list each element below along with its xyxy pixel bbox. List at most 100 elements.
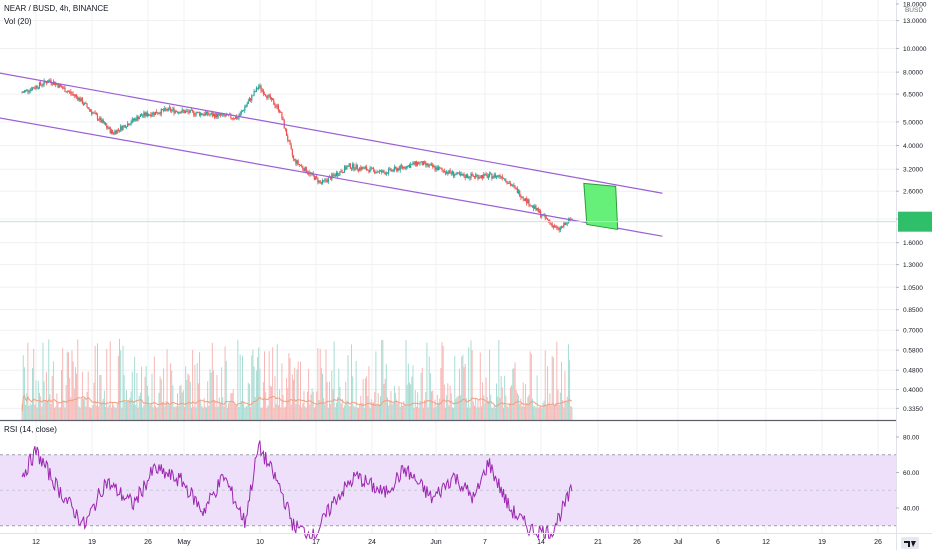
volume-bar (370, 399, 372, 420)
volume-bar (320, 367, 322, 420)
volume-bar (324, 404, 326, 420)
candle-body (43, 80, 45, 85)
candle-body (374, 169, 376, 174)
candle-body (207, 111, 209, 115)
candle-body (163, 110, 165, 111)
candle-body (404, 166, 406, 169)
candles[interactable] (21, 78, 573, 233)
rsi-axis[interactable]: 80.00 60.00 40.00 (896, 435, 920, 513)
candle-body (488, 173, 491, 177)
volume-bar (454, 355, 456, 420)
candle-body (520, 196, 522, 198)
candle-body (62, 87, 64, 89)
volume-bar (550, 405, 552, 420)
candle-body (371, 167, 373, 169)
candle-body (399, 165, 401, 171)
volume-bar (367, 396, 369, 420)
candle-body (463, 174, 465, 177)
volume-bar (434, 399, 436, 420)
volume-bar (325, 349, 327, 420)
price-tick-label: 0.3350 (903, 406, 923, 413)
candle-body (147, 114, 150, 117)
candle-body (342, 172, 344, 173)
volume-bar (171, 370, 173, 420)
candle-body (466, 174, 469, 178)
volume-bar (233, 404, 235, 420)
volume-bar (69, 378, 71, 420)
candle-body (524, 198, 527, 201)
time-axis[interactable]: 12 19 26 May 10 17 24 Jun 7 14 21 26 Jul 6 12 19 26 (32, 539, 882, 546)
volume-bar (356, 407, 358, 420)
candle-body (395, 167, 397, 168)
volume-bar (159, 376, 161, 420)
candle-body (449, 170, 451, 173)
candle-body (362, 167, 364, 169)
volume-bar (284, 406, 286, 420)
candle-body (302, 166, 304, 169)
candle-body (258, 86, 260, 89)
volume-bar (504, 375, 506, 420)
volume-bar (108, 404, 110, 420)
candle-body (343, 166, 346, 173)
volume-bar (544, 350, 546, 420)
candle-body (121, 126, 123, 130)
volume-bar (59, 407, 61, 420)
volume-bar (26, 393, 28, 420)
candle-body (265, 94, 267, 97)
candle-body (261, 90, 263, 92)
candle-body (417, 162, 419, 166)
volume-bar (163, 368, 165, 420)
candle-body (349, 163, 351, 169)
candle-body (289, 140, 291, 145)
volume-bar (515, 390, 517, 420)
volume-bar (49, 394, 51, 420)
candle-body (327, 177, 329, 182)
drawings[interactable] (0, 71, 896, 237)
volume-bar (304, 406, 306, 420)
candle-body (123, 125, 125, 127)
time-tick-label: 19 (88, 539, 96, 546)
volume-bar (316, 391, 318, 420)
volume-bar (22, 355, 24, 420)
candle-body (239, 113, 241, 117)
candle-body (330, 176, 332, 180)
volume-bar (444, 407, 446, 420)
price-tick-label: 1.6000 (903, 240, 923, 247)
candle-body (475, 175, 477, 178)
candle-body (355, 164, 357, 170)
volume-bar (260, 407, 262, 420)
volume-bar (115, 407, 117, 420)
candle-body (105, 123, 107, 126)
volume-bar (160, 379, 162, 420)
candle-body (536, 208, 538, 211)
candle-body (292, 155, 295, 160)
candle-body (128, 123, 130, 126)
candle-body (234, 116, 237, 119)
volume-bar (246, 405, 248, 420)
volume-bar (124, 401, 126, 420)
volume-bar (146, 385, 148, 420)
candle-body (253, 91, 255, 96)
volume-bar (463, 367, 465, 420)
volume-bar (330, 403, 332, 420)
volume-bar (315, 405, 317, 420)
candle-body (166, 109, 168, 111)
candle-body (115, 131, 117, 134)
candle-body (76, 95, 78, 97)
candle-body (390, 168, 392, 172)
volume-bar (204, 406, 206, 420)
volume-bar (334, 407, 336, 420)
candle-body (566, 222, 568, 224)
candle-body (522, 197, 524, 199)
volume-bar (117, 355, 119, 420)
volume-bar (554, 405, 556, 420)
volume-bar (482, 382, 484, 420)
time-tick-label: 26 (633, 539, 641, 546)
tradingview-logo[interactable] (901, 537, 919, 549)
volume-bar (170, 363, 172, 420)
candle-body (421, 161, 423, 166)
symbol-legend: NEAR / BUSD, 4h, BINANCE (4, 4, 109, 13)
volume-bar (537, 407, 539, 420)
